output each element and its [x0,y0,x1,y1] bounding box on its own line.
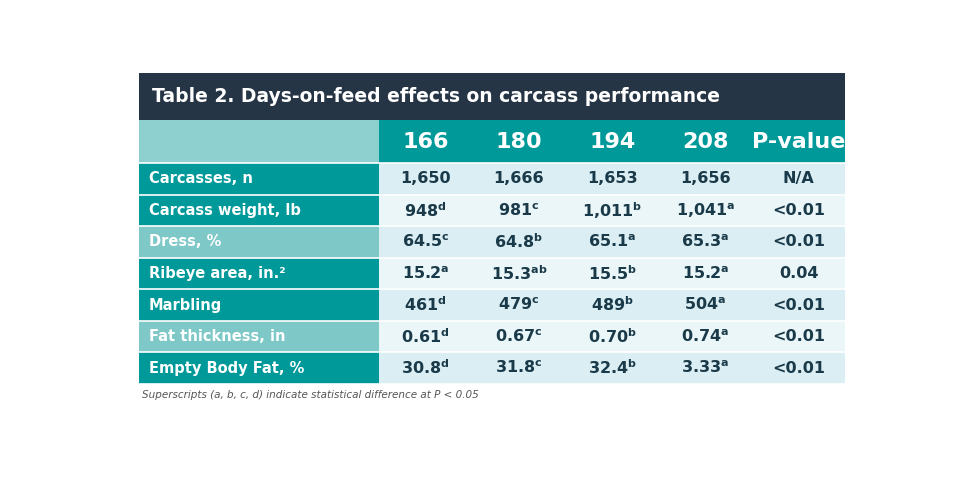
Bar [659,258,752,289]
Text: 489$^{\mathbf{b}}$: 489$^{\mathbf{b}}$ [590,295,634,314]
Text: 504$^{\mathbf{a}}$: 504$^{\mathbf{a}}$ [684,297,727,313]
Bar [379,352,472,384]
Text: P-value: P-value [752,132,846,152]
Text: 981$^{\mathbf{c}}$: 981$^{\mathbf{c}}$ [498,202,540,219]
Text: 1,011$^{\mathbf{b}}$: 1,011$^{\mathbf{b}}$ [582,200,642,221]
Text: 208: 208 [683,132,729,152]
Text: 64.8$^{\mathbf{b}}$: 64.8$^{\mathbf{b}}$ [494,233,543,251]
Text: 30.8$^{\mathbf{d}}$: 30.8$^{\mathbf{d}}$ [401,359,449,378]
Text: 65.3$^{\mathbf{a}}$: 65.3$^{\mathbf{a}}$ [682,234,730,250]
Bar [379,321,472,352]
Bar [752,321,846,352]
Bar [472,258,565,289]
Text: <0.01: <0.01 [772,297,826,312]
Bar [565,163,659,194]
Bar [659,321,752,352]
Bar [659,352,752,384]
Text: 32.4$^{\mathbf{b}}$: 32.4$^{\mathbf{b}}$ [588,359,636,378]
Bar [565,289,659,321]
Text: 0.70$^{\mathbf{b}}$: 0.70$^{\mathbf{b}}$ [588,327,636,346]
Bar [472,194,565,226]
Bar [752,352,846,384]
Text: Carcasses, n: Carcasses, n [149,172,252,186]
Text: 194: 194 [589,132,636,152]
Text: 0.74$^{\mathbf{a}}$: 0.74$^{\mathbf{a}}$ [682,328,730,345]
Text: 15.2$^{\mathbf{a}}$: 15.2$^{\mathbf{a}}$ [682,265,730,282]
Text: 0.61$^{\mathbf{d}}$: 0.61$^{\mathbf{d}}$ [401,327,450,346]
Bar [138,226,379,258]
Text: 64.5$^{\mathbf{c}}$: 64.5$^{\mathbf{c}}$ [402,234,449,250]
Bar [565,321,659,352]
Bar [565,226,659,258]
Text: 180: 180 [495,132,542,152]
Bar [379,163,472,194]
Bar [138,163,379,194]
Text: Marbling: Marbling [149,297,223,312]
Text: 1,041$^{\mathbf{a}}$: 1,041$^{\mathbf{a}}$ [676,201,735,220]
Bar [659,226,752,258]
Text: 1,653: 1,653 [587,172,637,186]
Bar [138,321,379,352]
Bar [752,226,846,258]
Bar [565,194,659,226]
Text: Fat thickness, in: Fat thickness, in [149,329,285,344]
Text: 479$^{\mathbf{c}}$: 479$^{\mathbf{c}}$ [498,297,540,313]
Bar [472,163,565,194]
Text: N/A: N/A [782,172,815,186]
Text: Carcass weight, lb: Carcass weight, lb [149,203,300,218]
Text: 166: 166 [402,132,449,152]
Bar [379,289,472,321]
Text: Ribeye area, in.²: Ribeye area, in.² [149,266,286,281]
Bar [752,163,846,194]
Text: 948$^{\mathbf{d}}$: 948$^{\mathbf{d}}$ [404,201,446,220]
Bar [472,289,565,321]
Text: Superscripts (a, b, c, d) indicate statistical difference at P < 0.05: Superscripts (a, b, c, d) indicate stati… [142,390,479,400]
Text: <0.01: <0.01 [772,329,826,344]
Bar [659,289,752,321]
Bar [472,321,565,352]
Bar [565,352,659,384]
Text: 15.2$^{\mathbf{a}}$: 15.2$^{\mathbf{a}}$ [402,265,449,282]
Text: 461$^{\mathbf{d}}$: 461$^{\mathbf{d}}$ [404,295,446,314]
Bar [752,289,846,321]
Text: <0.01: <0.01 [772,234,826,249]
Text: 15.5$^{\mathbf{b}}$: 15.5$^{\mathbf{b}}$ [588,264,636,283]
Text: 1,656: 1,656 [680,172,731,186]
Bar [379,226,472,258]
Bar [138,289,379,321]
Bar [138,352,379,384]
Bar [379,194,472,226]
Bar [138,258,379,289]
Text: 31.8$^{\mathbf{c}}$: 31.8$^{\mathbf{c}}$ [495,360,542,377]
Text: 0.67$^{\mathbf{c}}$: 0.67$^{\mathbf{c}}$ [495,328,542,345]
Bar [138,194,379,226]
Bar [752,258,846,289]
Text: 3.33$^{\mathbf{a}}$: 3.33$^{\mathbf{a}}$ [682,360,730,377]
Text: 1,650: 1,650 [400,172,451,186]
Text: <0.01: <0.01 [772,361,826,376]
Bar [659,194,752,226]
Text: 65.1$^{\mathbf{a}}$: 65.1$^{\mathbf{a}}$ [588,234,636,250]
Text: Dress, %: Dress, % [149,234,222,249]
Text: Empty Body Fat, %: Empty Body Fat, % [149,361,304,376]
Text: <0.01: <0.01 [772,203,826,218]
Text: 0.04: 0.04 [779,266,819,281]
Text: 1,666: 1,666 [493,172,544,186]
Bar [752,194,846,226]
Bar [379,258,472,289]
Bar [472,226,565,258]
Bar [659,163,752,194]
Text: Table 2. Days-on-feed effects on carcass performance: Table 2. Days-on-feed effects on carcass… [152,87,720,106]
Bar [565,258,659,289]
Bar [472,352,565,384]
Text: 15.3$^{\mathbf{ab}}$: 15.3$^{\mathbf{ab}}$ [491,264,547,283]
